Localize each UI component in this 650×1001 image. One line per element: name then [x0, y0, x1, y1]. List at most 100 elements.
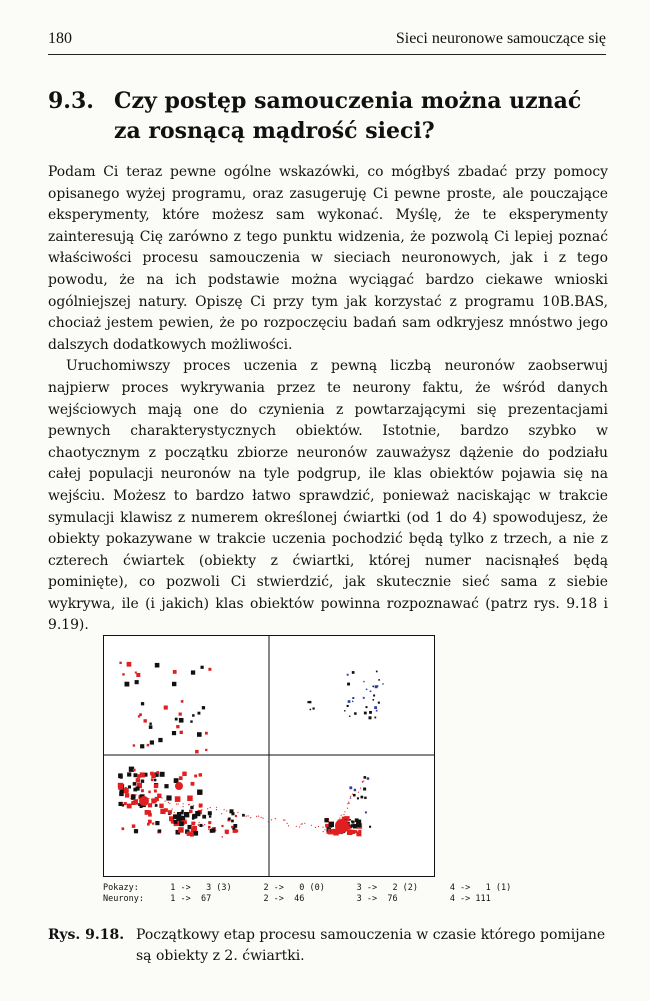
neuron-marker	[179, 818, 185, 824]
trail-dot	[295, 825, 297, 827]
neuron-marker	[163, 705, 168, 710]
neuron-marker	[149, 722, 152, 725]
neuron-marker	[366, 777, 370, 780]
neuron-marker	[152, 822, 155, 825]
neuron-marker	[228, 817, 231, 821]
legend-value: 4 -> 111	[449, 894, 491, 904]
neuron-marker	[189, 809, 193, 814]
neuron-marker	[173, 778, 179, 783]
trail-dot	[346, 807, 349, 809]
neuron-marker	[190, 781, 195, 786]
trail-dot	[221, 813, 223, 815]
trail-dot	[343, 814, 345, 816]
neuron-marker	[134, 671, 137, 674]
legend-value: 2 -> 0 (0)	[263, 883, 325, 893]
figure-plot-frame	[103, 635, 435, 877]
neuron-marker	[363, 680, 365, 683]
trail-dot	[182, 806, 184, 808]
neuron-marker	[154, 796, 159, 802]
trail-dot	[262, 817, 264, 819]
neuron-marker	[347, 829, 353, 835]
neuron-marker	[195, 749, 199, 754]
trail-dot	[339, 817, 341, 819]
neuron-marker	[191, 821, 196, 826]
neuron-marker	[133, 787, 138, 792]
figure-legend: Pokazy: 1 -> 3 (3) 2 -> 0 (0) 3 -> 2 (2)…	[103, 883, 543, 905]
neuron-marker	[376, 685, 379, 688]
neuron-marker	[195, 811, 201, 817]
neuron-marker	[242, 813, 245, 817]
neuron-marker	[187, 795, 193, 801]
trail-dot	[359, 787, 362, 789]
neuron-marker	[354, 830, 358, 834]
neuron-marker	[176, 812, 182, 817]
trail-dot	[226, 810, 228, 812]
neuron-marker	[193, 830, 199, 836]
neuron-marker	[207, 811, 212, 816]
neuron-marker	[148, 725, 153, 729]
trail-dot	[267, 821, 269, 823]
neuron-marker	[364, 811, 367, 814]
trail-dot	[300, 823, 302, 825]
neuron-marker	[131, 824, 136, 828]
neuron-marker	[231, 812, 235, 816]
neuron-marker	[124, 681, 130, 687]
neuron-marker	[369, 690, 372, 693]
neuron-marker	[208, 815, 212, 818]
neuron-marker	[368, 716, 372, 720]
neuron-marker	[372, 699, 375, 701]
neuron-marker	[192, 813, 198, 819]
neuron-marker	[192, 826, 197, 831]
neuron-marker	[151, 798, 157, 804]
neuron-marker	[192, 714, 195, 717]
trail-dot	[197, 824, 200, 826]
neuron-marker	[341, 816, 346, 821]
neuron-marker	[132, 744, 136, 747]
neuron-cluster-blob	[139, 796, 149, 806]
neuron-marker	[347, 700, 351, 703]
neuron-marker	[372, 685, 375, 688]
neuron-marker	[147, 819, 152, 824]
paragraph: Uruchomiwszy proces uczenia z pewną licz…	[48, 358, 608, 634]
neuron-marker	[187, 824, 192, 829]
running-title: Sieci neuronowe samouczące się	[395, 30, 606, 47]
legend-label: Neurony:	[103, 894, 144, 904]
trail-dot	[135, 794, 137, 796]
caption-text: Początkowy etap procesu samouczenia w cz…	[136, 927, 606, 964]
neuron-marker	[356, 831, 362, 837]
neuron-marker	[205, 748, 208, 752]
neuron-marker	[235, 829, 239, 833]
neuron-marker	[175, 829, 181, 835]
neuron-marker	[197, 789, 203, 795]
trail-dot	[260, 816, 262, 818]
neuron-marker	[353, 788, 357, 792]
neuron-marker	[178, 718, 184, 723]
neuron-marker	[349, 797, 352, 799]
neuron-marker	[119, 661, 122, 664]
neuron-marker	[201, 706, 206, 710]
caption-label: Rys. 9.18.	[48, 927, 125, 943]
trail-dot	[284, 819, 286, 821]
neuron-marker	[194, 774, 198, 778]
neuron-marker	[346, 704, 349, 707]
neuron-marker	[363, 711, 367, 715]
neuron-marker	[360, 795, 364, 799]
neuron-marker	[160, 808, 166, 814]
neuron-marker	[150, 778, 154, 782]
neuron-marker	[137, 774, 141, 778]
trail-dot	[344, 811, 346, 813]
neuron-marker	[133, 773, 138, 778]
neuron-marker	[221, 824, 224, 828]
legend-value: 2 -> 46	[263, 894, 305, 904]
neuron-marker	[169, 816, 174, 822]
neuron-marker	[373, 694, 376, 697]
page-number: 180	[48, 30, 72, 47]
neuron-marker	[144, 810, 150, 815]
neuron-marker	[181, 809, 184, 813]
neuron-marker	[231, 825, 234, 829]
neuron-marker	[351, 671, 355, 674]
neuron-marker	[353, 793, 356, 797]
trail-dot	[182, 803, 184, 805]
neuron-marker	[176, 816, 182, 822]
neuron-marker	[155, 821, 160, 826]
